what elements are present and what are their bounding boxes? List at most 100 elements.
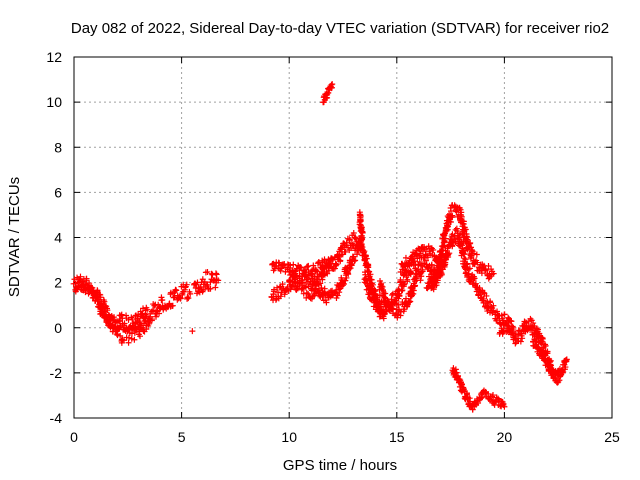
data-point [184,294,191,301]
data-point [413,275,420,282]
data-point [458,213,465,220]
data-point [196,289,203,296]
data-point [391,300,398,307]
data-point [151,302,158,309]
data-point [442,261,449,268]
x-tick-labels: 0 5 10 15 20 25 [70,429,620,445]
data-point [129,316,136,323]
data-point [128,335,135,342]
x-tick-label: 5 [178,429,186,445]
data-point [364,280,371,287]
data-point [328,81,335,88]
data-point [290,261,297,268]
data-point [407,298,414,305]
data-segment [320,81,336,106]
data-point [345,271,352,278]
data-point [183,281,190,288]
data-point [159,296,166,303]
data-point [512,340,519,347]
data-point [460,250,467,257]
data-point [149,316,156,323]
data-point [464,236,471,243]
data-point [351,234,358,241]
x-tick-label: 20 [497,429,513,445]
data-point [429,247,436,254]
data-point [319,276,326,283]
data-point [169,302,176,309]
series-sdtvar [70,81,570,413]
x-axis-title: GPS time / hours [283,457,397,474]
y-tick-label: 2 [54,275,62,291]
data-point [172,286,179,293]
data-point [318,285,325,292]
data-point [131,329,138,336]
data-point [478,270,485,277]
data-point [394,314,401,321]
y-tick-label: 6 [54,184,62,200]
data-point [340,280,347,287]
data-segment [72,274,151,333]
data-point [320,272,327,279]
data-point [288,270,295,277]
data-point [563,356,570,363]
data-point [185,295,192,302]
data-point [423,261,430,268]
data-point [115,325,122,332]
data-point [187,290,194,297]
data-point [518,330,525,337]
data-point [94,298,101,305]
data-point [301,273,308,280]
data-point [404,303,411,310]
data-point [99,307,106,314]
data-point [276,260,283,267]
data-point [469,406,476,413]
data-segment [191,268,222,297]
data-point [329,81,336,88]
data-point [305,291,312,298]
data-point [465,271,472,278]
data-point [467,398,474,405]
data-point [200,287,207,294]
data-point [430,286,437,293]
data-point [501,311,508,318]
y-tick-label: -4 [50,410,63,426]
data-point [490,270,497,277]
data-point [111,314,118,321]
data-point [114,332,121,339]
data-point [131,336,138,343]
data-point [493,316,500,323]
data-point [562,364,569,371]
data-point [364,261,371,268]
data-point [125,334,132,341]
data-point [363,255,370,262]
data-point [189,328,196,335]
data-point [441,262,448,269]
y-tick-label: 0 [54,320,62,336]
data-point [139,310,146,317]
data-point [346,266,353,273]
data-point [333,261,340,268]
data-point [319,293,326,300]
data-point [447,218,454,225]
y-tick-label: 8 [54,139,62,155]
data-point [444,219,451,226]
data-point [457,206,464,213]
data-point [135,317,142,324]
data-point [300,268,307,275]
data-point [153,307,160,314]
data-point [331,265,338,272]
data-segment [449,365,508,413]
data-point [470,250,477,257]
data-point [462,226,469,233]
data-point [109,321,116,328]
data-point [461,255,468,262]
data-point [156,310,163,317]
x-tick-label: 0 [70,429,78,445]
y-tick-labels: -4 -2 0 2 4 6 8 10 12 [46,49,62,426]
data-point [281,291,288,298]
data-point [297,264,304,271]
data-point [489,392,496,399]
data-point [323,299,330,306]
data-point [342,248,349,255]
